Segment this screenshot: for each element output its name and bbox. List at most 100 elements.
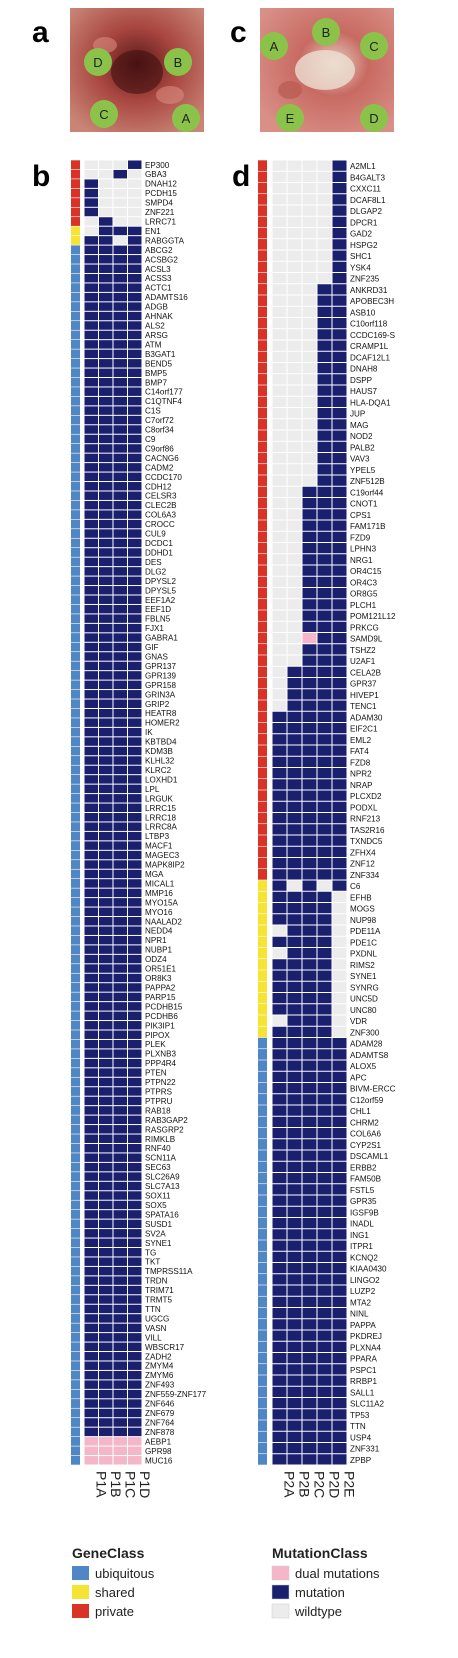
mutation-cell (317, 239, 332, 250)
mutation-cell (272, 666, 287, 677)
mutation-cell (287, 239, 302, 250)
mutation-cell (287, 385, 302, 396)
panel-label-a: a (32, 16, 49, 49)
mutation-cell (128, 775, 142, 784)
mutation-cell (84, 1399, 98, 1408)
gene-class-cell (71, 1408, 80, 1418)
mutation-cell (84, 1191, 98, 1200)
mutation-cell (302, 1454, 317, 1465)
gene-class-cell (71, 538, 80, 548)
gene-label: NOD2 (350, 432, 373, 441)
mutation-cell (302, 959, 317, 970)
mutation-cell (128, 179, 142, 188)
gene-label: YPEL5 (350, 466, 376, 475)
gene-class-cell (71, 188, 80, 198)
mutation-cell (317, 1308, 332, 1319)
mutation-cell (272, 475, 287, 486)
gene-label: FZD8 (350, 758, 371, 767)
mutation-cell (317, 1004, 332, 1015)
gene-label: VDR (350, 1017, 367, 1026)
gene-class-cell (258, 542, 267, 554)
gene-label: COL6A6 (350, 1130, 382, 1139)
gene-class-cell (258, 554, 267, 565)
mutation-cell (332, 374, 347, 385)
gene-label: TG (145, 1248, 156, 1257)
mutation-cell (99, 1446, 113, 1456)
gene-label: CCDC170 (145, 473, 182, 482)
mutation-cell (113, 604, 127, 614)
mutation-cell (287, 644, 302, 655)
mutation-cell (302, 1083, 317, 1094)
mutation-cell (272, 430, 287, 441)
mutation-cell (113, 756, 127, 765)
mutation-cell (317, 1431, 332, 1442)
gene-label: ITPR1 (350, 1242, 373, 1251)
mutation-cell (272, 621, 287, 632)
mutation-cell (287, 1128, 302, 1139)
mutation-cell (84, 491, 98, 500)
mutation-cell (272, 419, 287, 430)
mutation-cell (84, 321, 98, 330)
mutation-cell (272, 700, 287, 711)
mutation-cell (272, 981, 287, 992)
mutation-cell (332, 790, 347, 801)
mutation-cell (272, 1296, 287, 1307)
mutation-cell (99, 557, 113, 567)
mutation-cell (128, 1200, 142, 1210)
mutation-cell (84, 500, 98, 510)
mutation-cell (332, 1240, 347, 1251)
mutation-cell (113, 434, 127, 444)
gene-label: GAD2 (350, 230, 373, 239)
gene-class-cell (258, 869, 267, 880)
mutation-cell (272, 655, 287, 666)
mutation-cell (84, 1446, 98, 1456)
mutation-cell (113, 444, 127, 453)
mutation-cell (128, 586, 142, 595)
mutation-cell (302, 1240, 317, 1251)
gene-label: SYNE1 (145, 1239, 172, 1248)
mutation-cell (84, 482, 98, 491)
gene-class-cell (71, 983, 80, 992)
gene-class-cell (71, 793, 80, 803)
gene-class-cell (71, 699, 80, 709)
gene-label: RRBP1 (350, 1377, 377, 1386)
gene-class-cell (71, 708, 80, 718)
mutation-cell (84, 917, 98, 926)
mutation-cell (332, 1139, 347, 1150)
mutation-cell (317, 925, 332, 936)
mutation-cell (302, 655, 317, 666)
gene-class-cell (71, 339, 80, 349)
mutation-cell (128, 1077, 142, 1087)
gene-label: CRAMP1L (350, 342, 389, 351)
mutation-cell (302, 903, 317, 914)
mutation-cell (128, 273, 142, 283)
mutation-cell (272, 1285, 287, 1296)
mutation-cell (287, 1240, 302, 1251)
mutation-cell (272, 408, 287, 419)
mutation-cell (332, 194, 347, 205)
mutation-cell (272, 1364, 287, 1375)
mutation-cell (317, 1206, 332, 1217)
mutation-cell (272, 723, 287, 734)
mutation-cell (302, 273, 317, 284)
mutation-cell (272, 318, 287, 329)
mutation-cell (332, 633, 347, 644)
gene-label: MACF1 (145, 842, 173, 851)
mutation-cell (99, 500, 113, 510)
gene-class-cell (71, 661, 80, 671)
mutation-cell (99, 217, 113, 226)
mutation-cell (99, 803, 113, 812)
mutation-cell (84, 1304, 98, 1314)
mutation-cell (287, 464, 302, 475)
mutation-cell (99, 1285, 113, 1295)
mutation-cell (99, 1437, 113, 1446)
mutation-cell (302, 858, 317, 869)
mutation-cell (317, 1026, 332, 1037)
mutation-cell (99, 954, 113, 964)
mutation-cell (113, 491, 127, 500)
mutation-cell (99, 529, 113, 538)
mutation-cell (332, 700, 347, 711)
legend-swatch (72, 1585, 89, 1599)
mutation-cell (84, 406, 98, 415)
mutation-cell (99, 860, 113, 869)
